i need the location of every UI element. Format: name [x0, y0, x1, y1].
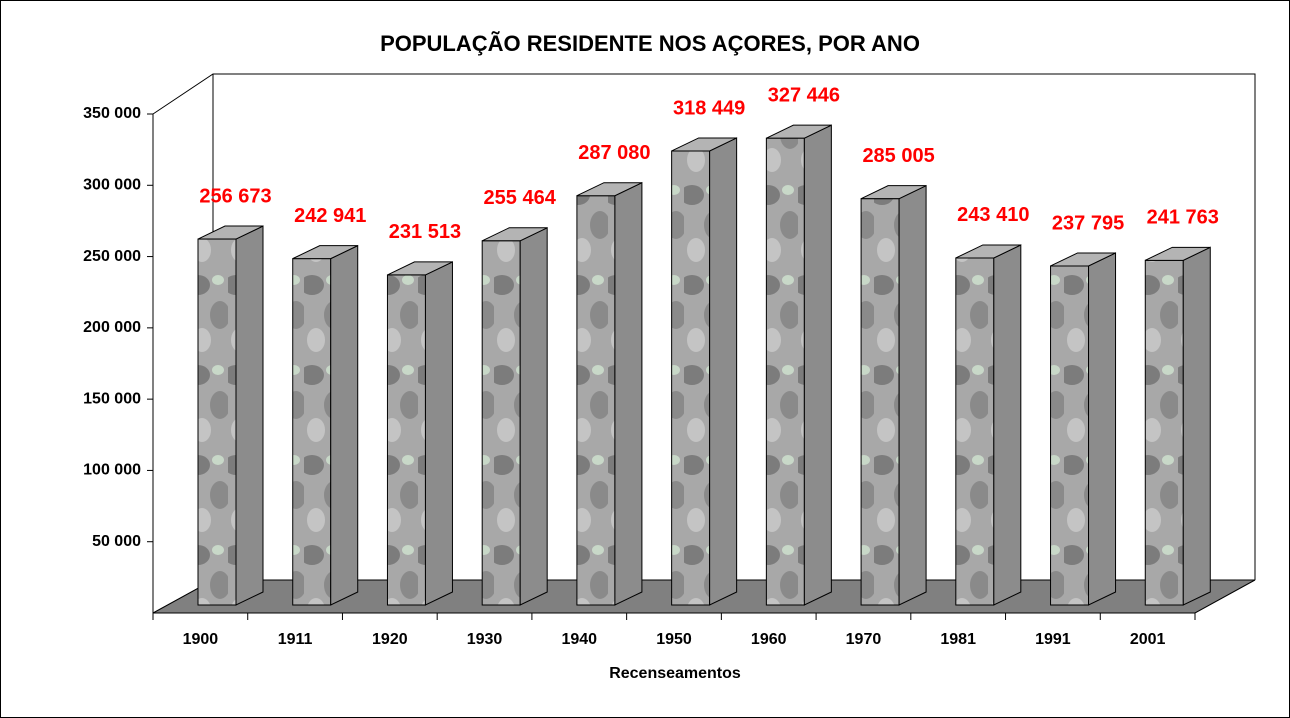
bar-side: [709, 137, 738, 606]
value-label: 318 449: [673, 97, 745, 119]
value-label: 256 673: [199, 185, 271, 207]
y-tick-label: 350 000: [83, 105, 141, 122]
bar-top: [1050, 252, 1116, 267]
bar-top: [766, 124, 832, 139]
x-tick-label: 1900: [183, 631, 219, 648]
bar-front: [481, 240, 521, 606]
y-tick-label: 250 000: [83, 248, 141, 265]
bar: [765, 124, 832, 606]
bar-side: [1088, 252, 1117, 606]
bar-top: [481, 227, 548, 242]
bar-side: [1182, 246, 1211, 606]
bar-side: [803, 124, 832, 606]
bar-front: [1144, 259, 1184, 606]
bar-top: [387, 261, 453, 276]
chart-title: POPULAÇÃO RESIDENTE NOS AÇORES, POR ANO: [380, 31, 920, 56]
x-tick-label: 1970: [846, 631, 882, 648]
bar-front: [671, 150, 711, 606]
x-tick-label: 1940: [561, 631, 597, 648]
y-tick-label: 100 000: [83, 462, 141, 479]
bar-top: [860, 185, 927, 200]
bar-top: [1145, 246, 1211, 261]
bar-top: [197, 225, 264, 240]
x-tick-label: 1920: [372, 631, 408, 648]
y-tick-label: 50 000: [92, 533, 141, 550]
value-label: 243 410: [957, 204, 1029, 226]
value-label: 327 446: [768, 84, 840, 106]
x-tick-label: 2001: [1130, 631, 1166, 648]
x-tick-label: 1991: [1035, 631, 1071, 648]
bar-side: [424, 261, 453, 606]
value-label: 255 464: [484, 187, 557, 209]
y-tick-label: 300 000: [83, 177, 141, 194]
bar-front: [955, 257, 995, 606]
value-label: 285 005: [862, 145, 934, 167]
bar: [671, 137, 738, 606]
x-tick-label: 1981: [940, 631, 976, 648]
bar-front: [1050, 265, 1090, 606]
bar-front: [576, 195, 616, 606]
back-wall: [152, 73, 1256, 580]
bar: [292, 244, 359, 606]
bar-side: [235, 225, 264, 606]
bar-front: [292, 258, 332, 606]
bar: [1144, 246, 1211, 606]
bar: [576, 181, 643, 606]
y-tick-label: 200 000: [83, 319, 141, 336]
x-tick-label: 1911: [278, 631, 313, 648]
bar-top: [955, 244, 1022, 259]
bar-side: [519, 226, 548, 606]
value-label: 231 513: [389, 221, 461, 243]
bar: [481, 226, 548, 606]
value-label: 241 763: [1147, 207, 1219, 229]
bar: [955, 244, 1022, 606]
bar: [1050, 252, 1117, 606]
x-tick-label: 1960: [751, 631, 787, 648]
value-label: 242 941: [294, 205, 366, 227]
x-axis-label: Recenseamentos: [609, 665, 741, 682]
value-label: 237 795: [1052, 212, 1124, 234]
bar-front: [197, 238, 237, 606]
x-tick-label: 1930: [467, 631, 503, 648]
bar-side: [330, 244, 359, 606]
bar: [197, 225, 264, 606]
bar-top: [671, 137, 737, 152]
bar-side: [614, 181, 643, 606]
x-tick-label: 1950: [656, 631, 692, 648]
bar-side: [993, 244, 1022, 606]
bar-front: [765, 137, 805, 606]
bar-front: [386, 274, 426, 606]
bar: [386, 261, 453, 606]
value-label: 287 080: [578, 142, 650, 164]
bar-top: [576, 182, 643, 197]
bar-top: [292, 245, 358, 260]
bar-side: [898, 184, 927, 606]
bar: [860, 184, 927, 606]
y-tick-label: 150 000: [83, 390, 141, 407]
bar-front: [860, 198, 900, 606]
